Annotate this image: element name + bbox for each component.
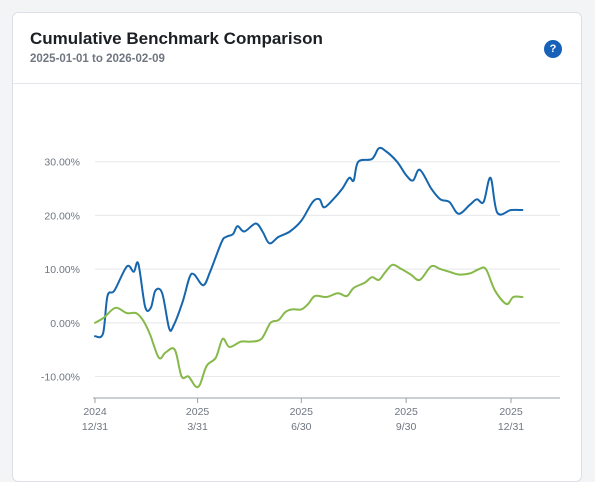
card-header: Cumulative Benchmark Comparison 2025-01-… <box>13 13 581 84</box>
y-tick-label: -10.00% <box>41 372 80 384</box>
x-tick-label-date: 12/31 <box>82 421 108 433</box>
x-tick-label-year: 2024 <box>83 406 107 418</box>
x-tick-label-year: 2025 <box>499 406 523 418</box>
x-tick-label-year: 2025 <box>290 406 314 418</box>
y-tick-label: 0.00% <box>50 318 80 330</box>
question-circle-icon[interactable]: ? <box>544 40 562 58</box>
series-line-blue <box>94 146 524 339</box>
chart-title: Cumulative Benchmark Comparison <box>30 29 323 48</box>
y-tick-label: 30.00% <box>44 157 80 169</box>
y-tick-label: 10.00% <box>44 264 80 276</box>
x-tick-label-year: 2025 <box>394 406 418 418</box>
series-line-green <box>94 263 524 389</box>
chart-card: Cumulative Benchmark Comparison 2025-01-… <box>12 12 582 482</box>
x-tick-label-date: 6/30 <box>291 421 312 433</box>
x-tick-label-date: 9/30 <box>396 421 417 433</box>
x-tick-label-date: 3/31 <box>187 421 208 433</box>
x-tick-label-date: 12/31 <box>498 421 524 433</box>
y-tick-label: 20.00% <box>44 210 80 222</box>
x-tick-label-year: 2025 <box>186 406 210 418</box>
date-range-subtitle: 2025-01-01 to 2026-02-09 <box>30 53 165 65</box>
line-chart: 30.00% 20.00% 10.00% 0.00% -10.00% 2024 12/31 2… <box>41 146 560 433</box>
